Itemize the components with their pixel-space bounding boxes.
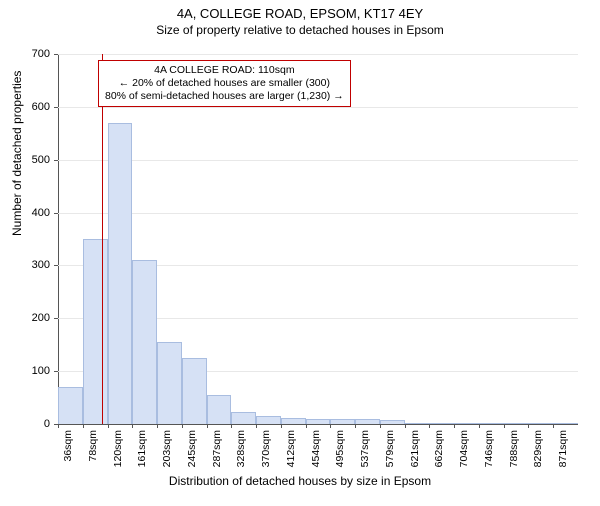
x-tick-mark <box>207 424 208 428</box>
histogram-bar <box>380 420 405 424</box>
x-tick-label: 788sqm <box>508 430 520 480</box>
x-tick-mark <box>182 424 183 428</box>
y-tick-mark <box>54 265 58 266</box>
y-tick-mark <box>54 213 58 214</box>
grid-line <box>58 213 578 214</box>
plot-area: 010020030040050060070036sqm78sqm120sqm16… <box>58 54 578 424</box>
histogram-bar <box>330 419 355 424</box>
x-tick-label: 829sqm <box>532 430 544 480</box>
y-tick-mark <box>54 107 58 108</box>
x-tick-mark <box>231 424 232 428</box>
annotation-line-1: 4A COLLEGE ROAD: 110sqm <box>105 64 344 77</box>
x-tick-label: 621sqm <box>409 430 421 480</box>
annotation-box: 4A COLLEGE ROAD: 110sqm ← 20% of detache… <box>98 60 351 107</box>
x-tick-label: 78sqm <box>87 430 99 480</box>
histogram-bar <box>553 423 578 424</box>
histogram-bar <box>528 423 553 424</box>
x-axis-label: Distribution of detached houses by size … <box>0 474 600 488</box>
x-tick-mark <box>157 424 158 428</box>
x-tick-label: 412sqm <box>285 430 297 480</box>
x-axis-line <box>58 424 578 425</box>
y-tick-mark <box>54 318 58 319</box>
x-tick-label: 704sqm <box>458 430 470 480</box>
histogram-bar <box>256 416 281 424</box>
x-tick-mark <box>330 424 331 428</box>
histogram-bar <box>207 395 232 424</box>
histogram-bar <box>405 423 430 424</box>
x-tick-label: 746sqm <box>483 430 495 480</box>
annotation-line-2: ← 20% of detached houses are smaller (30… <box>105 77 344 90</box>
histogram-bar <box>182 358 207 424</box>
x-tick-label: 579sqm <box>384 430 396 480</box>
histogram-bar <box>504 423 529 424</box>
y-tick-label: 300 <box>10 259 50 271</box>
histogram-bar <box>355 419 380 424</box>
histogram-bar <box>83 239 108 424</box>
y-tick-label: 0 <box>10 418 50 430</box>
annotation-line-3: 80% of semi-detached houses are larger (… <box>105 90 344 103</box>
x-tick-mark <box>429 424 430 428</box>
x-tick-label: 871sqm <box>557 430 569 480</box>
y-tick-mark <box>54 54 58 55</box>
x-tick-mark <box>479 424 480 428</box>
y-tick-label: 500 <box>10 154 50 166</box>
x-tick-mark <box>380 424 381 428</box>
x-tick-label: 120sqm <box>112 430 124 480</box>
x-tick-mark <box>528 424 529 428</box>
x-tick-label: 537sqm <box>359 430 371 480</box>
y-tick-label: 400 <box>10 207 50 219</box>
x-tick-label: 495sqm <box>334 430 346 480</box>
x-tick-mark <box>405 424 406 428</box>
histogram-bar <box>479 423 504 424</box>
y-tick-mark <box>54 371 58 372</box>
histogram-bar <box>429 423 454 424</box>
x-tick-mark <box>256 424 257 428</box>
y-tick-label: 600 <box>10 101 50 113</box>
grid-line <box>58 54 578 55</box>
histogram-bar <box>281 418 306 424</box>
x-tick-mark <box>132 424 133 428</box>
x-tick-label: 662sqm <box>433 430 445 480</box>
histogram-bar <box>58 387 83 424</box>
histogram-bar <box>108 123 133 424</box>
y-tick-label: 200 <box>10 312 50 324</box>
page-title: 4A, COLLEGE ROAD, EPSOM, KT17 4EY <box>0 6 600 21</box>
x-tick-mark <box>454 424 455 428</box>
histogram-bar <box>157 342 182 424</box>
x-tick-mark <box>306 424 307 428</box>
property-marker-line <box>102 54 104 424</box>
x-tick-label: 328sqm <box>235 430 247 480</box>
x-tick-label: 36sqm <box>62 430 74 480</box>
x-tick-label: 245sqm <box>186 430 198 480</box>
y-tick-label: 700 <box>10 48 50 60</box>
page-subtitle: Size of property relative to detached ho… <box>0 23 600 37</box>
x-tick-mark <box>553 424 554 428</box>
x-tick-label: 454sqm <box>310 430 322 480</box>
histogram-bar <box>231 412 256 424</box>
x-tick-mark <box>504 424 505 428</box>
histogram-bar <box>454 423 479 424</box>
y-tick-label: 100 <box>10 365 50 377</box>
y-axis-line <box>58 54 59 424</box>
grid-line <box>58 160 578 161</box>
x-tick-mark <box>281 424 282 428</box>
y-tick-mark <box>54 160 58 161</box>
chart-area: 010020030040050060070036sqm78sqm120sqm16… <box>58 54 578 424</box>
x-tick-mark <box>58 424 59 428</box>
histogram-bar <box>306 419 331 424</box>
x-tick-mark <box>355 424 356 428</box>
x-tick-label: 370sqm <box>260 430 272 480</box>
x-tick-label: 203sqm <box>161 430 173 480</box>
x-tick-mark <box>83 424 84 428</box>
x-tick-mark <box>108 424 109 428</box>
x-tick-label: 161sqm <box>136 430 148 480</box>
x-tick-label: 287sqm <box>211 430 223 480</box>
histogram-bar <box>132 260 157 424</box>
